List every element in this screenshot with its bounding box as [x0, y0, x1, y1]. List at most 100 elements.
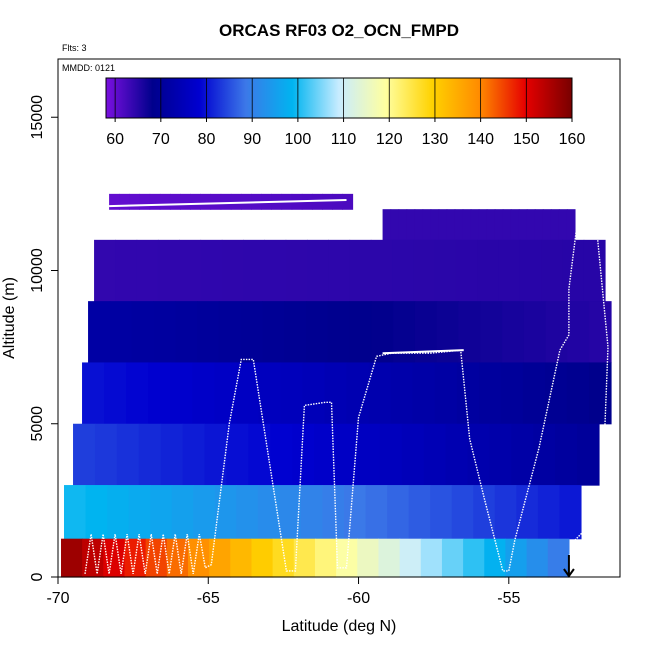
heatmap-cell: [221, 239, 244, 302]
heatmap-cell: [502, 209, 512, 241]
heatmap-cell: [463, 538, 485, 578]
heatmap-cell: [446, 209, 456, 241]
heatmap-cell: [226, 423, 249, 486]
heatmap-cell: [109, 193, 120, 210]
heatmap-cell: [166, 538, 189, 578]
flight-track-line: [84, 189, 609, 577]
plot-area: 60 70 80 90 100 110 120 130 140 150 160: [61, 77, 612, 578]
heatmap-cell: [392, 239, 414, 302]
heatmap-cell: [511, 423, 534, 486]
heatmap-cell: [214, 362, 237, 425]
heatmap-cell: [311, 193, 323, 210]
heatmap-cell: [399, 538, 422, 578]
heatmap-cell: [473, 485, 496, 540]
heatmap-cell: [436, 301, 460, 364]
heatmap-cell: [414, 209, 424, 241]
heatmap-cell: [357, 423, 381, 486]
heatmap-cell: [302, 362, 326, 425]
colorbar-tick-label: 120: [376, 131, 403, 148]
heatmap-cell: [456, 362, 480, 425]
heatmap-cell: [462, 209, 472, 241]
heatmap-cell: [128, 485, 151, 540]
heatmap-cell: [413, 239, 436, 302]
heatmap-cell: [179, 239, 202, 302]
heatmap-cell: [94, 239, 116, 302]
heatmap-cell: [85, 485, 108, 540]
heatmap-cell: [280, 362, 304, 425]
heatmap-cell: [522, 362, 546, 425]
heatmap-cell: [502, 301, 525, 364]
y-axis: 0 5000 10000 15000: [29, 95, 58, 581]
heatmap-cell: [438, 209, 448, 241]
heatmap-cell: [406, 209, 416, 241]
heatmap-cell: [412, 362, 436, 425]
colorbar: 60 70 80 90 100 110 120 130 140 150 160: [105, 77, 585, 148]
heatmap-cell: [550, 209, 560, 241]
heatmap-cell: [169, 193, 181, 210]
heatmap-cell: [126, 362, 149, 425]
date-note: MMDD: 0121: [62, 63, 115, 73]
heatmap-cell: [190, 193, 201, 210]
heatmap-cell: [542, 209, 552, 241]
heatmap-cell: [322, 193, 333, 210]
heatmap-cell: [248, 423, 271, 486]
heatmap-cell: [314, 538, 337, 578]
x-tick-label: -55: [497, 590, 520, 607]
colorbar-tick-label: 90: [243, 131, 261, 148]
heatmap-cell: [478, 362, 502, 425]
heatmap-cell: [523, 301, 547, 364]
heatmap-cell: [180, 193, 191, 210]
heatmap-cell: [109, 301, 133, 364]
heatmap-cell: [305, 301, 329, 364]
heatmap-cell: [454, 209, 464, 241]
heatmap-cell: [209, 538, 231, 578]
heatmap-cell: [505, 538, 528, 578]
y-axis-label: Altitude (m): [1, 277, 18, 359]
heatmap-cell: [119, 193, 130, 210]
heatmap-cell: [555, 423, 578, 486]
heatmap-cell: [526, 538, 549, 578]
heatmap-cell: [566, 362, 590, 425]
heatmap-cell: [441, 538, 464, 578]
reference-lines: [109, 189, 572, 355]
heatmap-cell: [257, 485, 280, 540]
heatmap-cell: [197, 301, 220, 364]
heatmap-cell: [262, 301, 285, 364]
heatmap-cell: [480, 301, 503, 364]
heatmap-cell: [327, 301, 351, 364]
heatmap-cell: [328, 239, 351, 302]
heatmap-cell: [478, 209, 488, 241]
heatmap-cell: [236, 485, 259, 540]
heatmap-cell: [430, 485, 453, 540]
heatmap-cell: [420, 538, 443, 578]
y-tick-label: 5000: [29, 406, 46, 442]
heatmap-cell: [387, 485, 410, 540]
heatmap-cell: [220, 193, 232, 210]
colorbar-gradient: [105, 77, 573, 119]
colorbar-tick-label: 110: [331, 131, 357, 148]
heatmap-cell: [498, 239, 521, 302]
heatmap-cell: [547, 538, 570, 578]
heatmap-cell: [200, 193, 212, 210]
y-tick-label: 15000: [29, 95, 46, 140]
heatmap-cell: [562, 239, 585, 302]
heatmap-cell: [371, 301, 394, 364]
heatmap-cell: [349, 239, 372, 302]
colorbar-tick-label: 100: [285, 131, 312, 148]
end-arrow: [563, 555, 575, 578]
heatmap-cell: [230, 193, 242, 210]
heatmap-cell: [284, 301, 307, 364]
heatmap-cell: [236, 362, 259, 425]
heatmap-cell: [322, 485, 345, 540]
heatmap-cell: [94, 423, 118, 486]
reference-line: [382, 349, 464, 355]
heatmap-cell: [138, 423, 162, 486]
heatmap-cell: [589, 301, 612, 364]
heatmap-cell: [537, 485, 560, 540]
x-axis-label: Latitude (deg N): [282, 618, 397, 635]
heatmap-cell: [455, 239, 478, 302]
heatmap-cell: [116, 423, 140, 486]
heatmap-cell: [251, 538, 274, 578]
reference-line: [109, 198, 347, 208]
heatmap-cell: [324, 362, 348, 425]
